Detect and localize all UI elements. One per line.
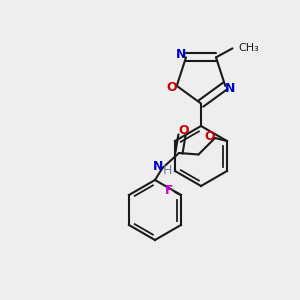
Text: O: O	[204, 130, 215, 143]
Text: H: H	[162, 164, 172, 178]
Text: CH₃: CH₃	[238, 44, 259, 53]
Text: N: N	[225, 82, 235, 95]
Text: N: N	[153, 160, 163, 173]
Text: O: O	[178, 124, 189, 137]
Text: O: O	[166, 81, 177, 94]
Text: N: N	[176, 49, 187, 62]
Text: F: F	[165, 184, 174, 197]
